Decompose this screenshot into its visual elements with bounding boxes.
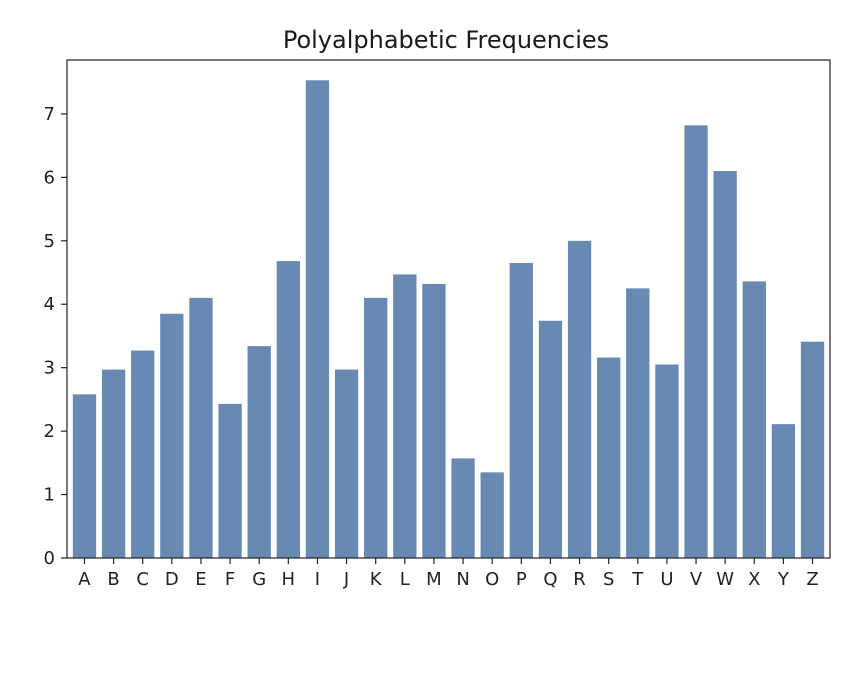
x-tick-label: Q <box>543 569 557 590</box>
bar-x <box>742 281 766 558</box>
bar-f <box>218 403 242 558</box>
x-tick-label: A <box>78 569 91 590</box>
bar-m <box>422 283 446 558</box>
bar-h <box>276 261 300 558</box>
x-tick-label: G <box>252 569 266 590</box>
x-tick-label: C <box>136 569 149 590</box>
bar-y <box>771 424 796 558</box>
x-tick-label: U <box>660 569 673 590</box>
bar-s <box>597 357 621 558</box>
y-tick-label: 5 <box>44 231 55 252</box>
y-tick-label: 0 <box>44 548 55 569</box>
x-tick-label: K <box>370 569 383 590</box>
bar-a <box>72 394 97 558</box>
bar-r <box>567 240 592 558</box>
x-tick-label: R <box>573 569 586 590</box>
x-tick-label: H <box>282 569 296 590</box>
x-tick-label: W <box>716 569 734 590</box>
bar-b <box>101 369 126 558</box>
x-tick-label: D <box>165 569 179 590</box>
x-tick-label: V <box>690 569 703 590</box>
plot-frame <box>66 59 831 559</box>
x-tick-label: Y <box>777 569 790 590</box>
x-tick-label: Z <box>806 569 818 590</box>
y-tick-label: 6 <box>44 167 55 188</box>
x-tick-label: J <box>343 569 349 590</box>
bar-e <box>189 297 213 558</box>
y-tick-label: 2 <box>44 421 55 442</box>
bar-k <box>364 297 388 558</box>
bar-z <box>800 341 825 558</box>
bar-o <box>480 472 504 558</box>
y-tick-label: 3 <box>44 358 55 379</box>
bar-u <box>655 364 679 558</box>
x-tick-label: M <box>426 569 442 590</box>
x-tick-label: O <box>485 569 499 590</box>
bar-l <box>393 274 417 558</box>
x-tick-label: P <box>516 569 527 590</box>
bar-p <box>509 263 533 558</box>
x-tick-label: L <box>400 569 410 590</box>
x-tick-label: N <box>456 569 469 590</box>
y-axis: 0 1 2 3 4 5 6 7 <box>44 104 67 569</box>
bar-t <box>626 288 650 558</box>
x-tick-label: T <box>631 569 644 590</box>
x-tick-label: F <box>225 569 235 590</box>
bar-c <box>131 350 155 558</box>
bar-i <box>305 80 330 559</box>
bar-n <box>451 458 475 558</box>
bar-j <box>334 369 359 558</box>
bar-v <box>684 125 708 558</box>
x-tick-label: X <box>748 569 760 590</box>
y-tick-label: 1 <box>44 485 55 506</box>
bar-q <box>538 320 563 558</box>
x-tick-label: I <box>315 569 320 590</box>
x-tick-label: B <box>107 569 119 590</box>
x-tick-label: E <box>195 569 206 590</box>
bar-w <box>713 171 737 558</box>
bars-group <box>72 80 825 559</box>
chart-title: Polyalphabetic Frequencies <box>283 26 609 54</box>
x-tick-label: S <box>603 569 614 590</box>
y-tick-label: 7 <box>44 104 55 125</box>
bar-g <box>247 346 271 558</box>
y-tick-label: 4 <box>44 294 55 315</box>
bar-d <box>160 313 184 558</box>
